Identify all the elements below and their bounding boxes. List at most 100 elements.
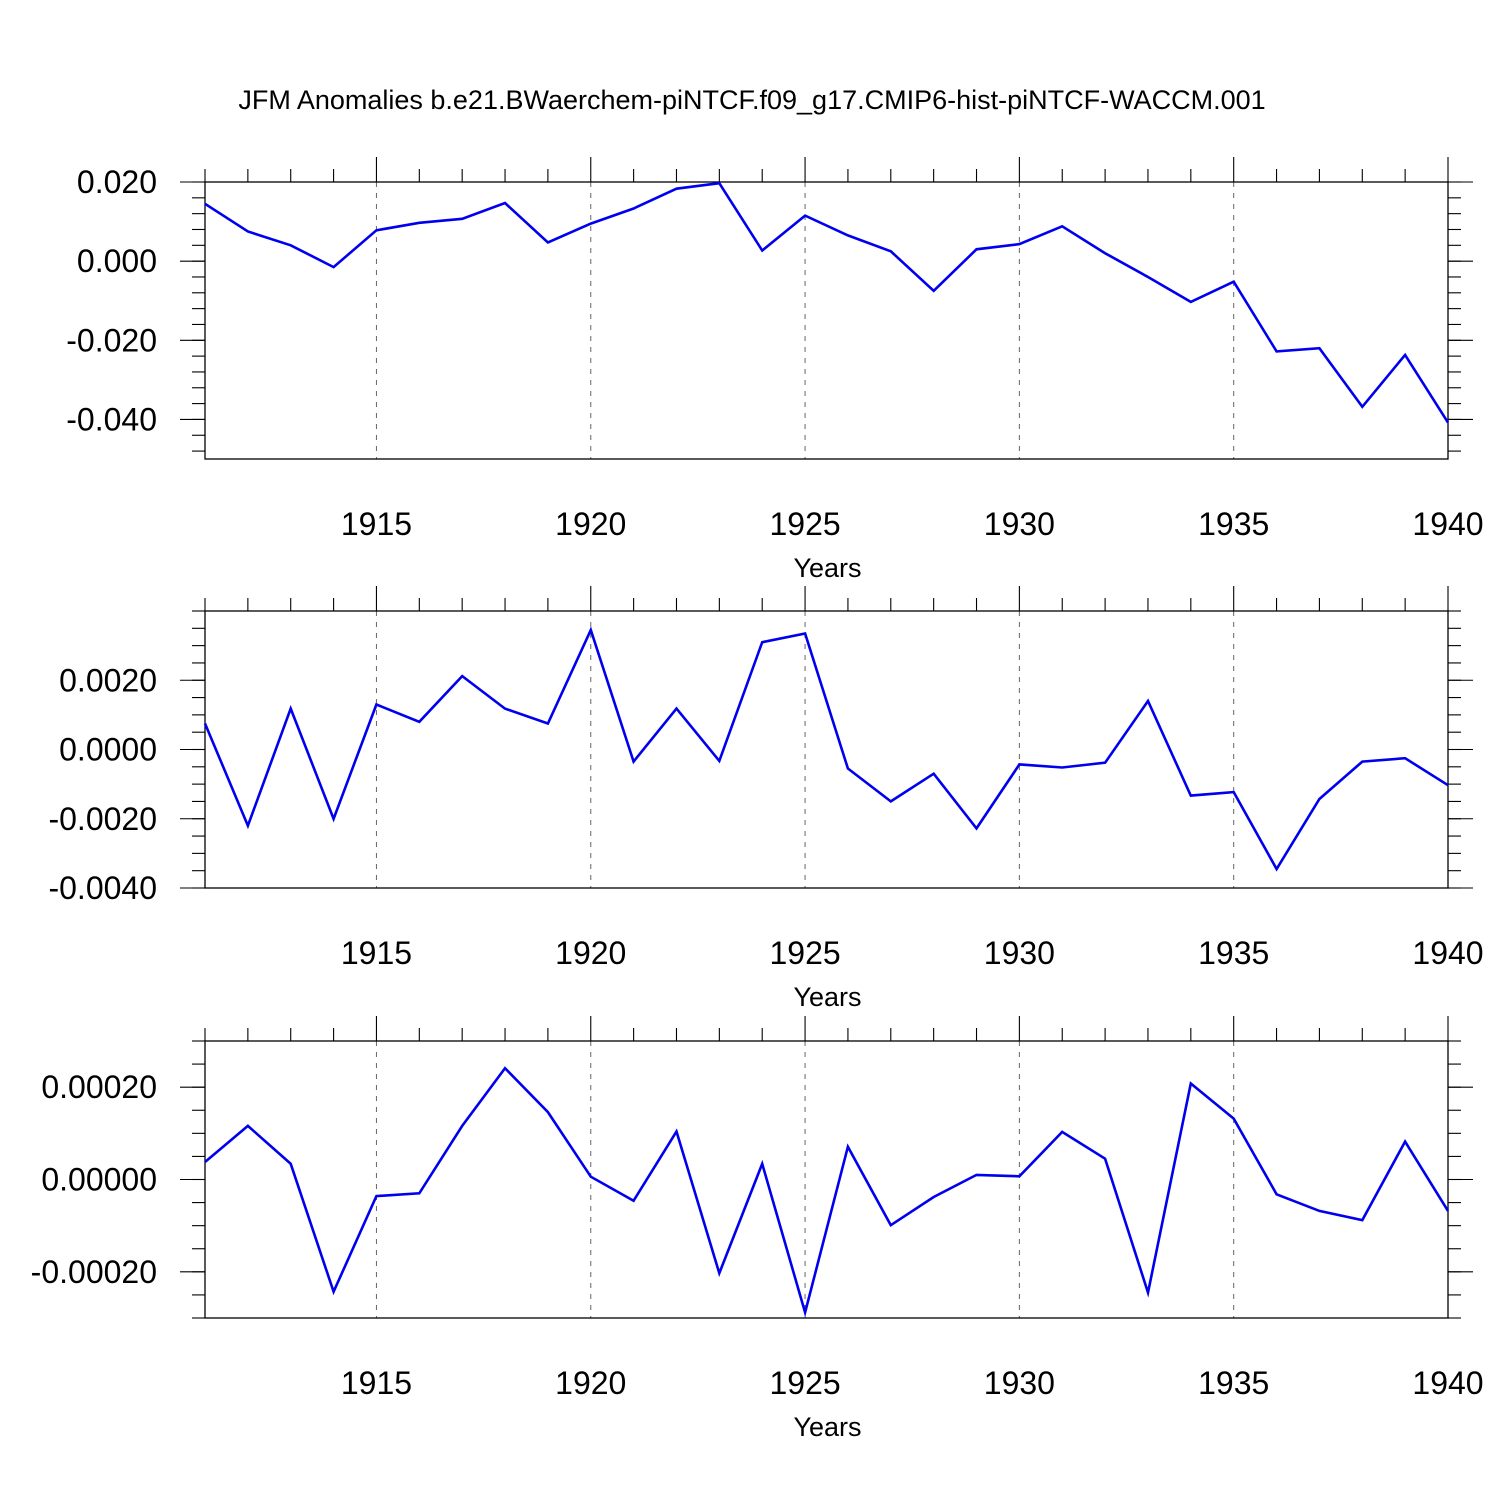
data-series-line: [204, 181, 1450, 424]
data-point: [247, 825, 249, 827]
data-point: [633, 761, 635, 763]
data-point: [847, 768, 849, 770]
data-point: [1104, 1158, 1106, 1160]
data-point: [933, 773, 935, 775]
data-point: [504, 1067, 506, 1069]
data-point: [890, 250, 892, 252]
data-point: [890, 800, 892, 802]
data-point: [761, 641, 763, 643]
data-point: [933, 290, 935, 292]
y-tick-label: -0.0020: [48, 801, 157, 837]
data-point: [718, 182, 720, 184]
x-tick-label: 1930: [984, 935, 1055, 971]
data-point: [1233, 281, 1235, 283]
data-point: [290, 708, 292, 710]
data-point: [1061, 767, 1063, 769]
x-tick-label: 1940: [1412, 1365, 1483, 1401]
x-axis-label: Years: [793, 1412, 861, 1442]
data-point: [333, 1291, 335, 1293]
data-point: [375, 229, 377, 231]
data-point: [1276, 350, 1278, 352]
data-point: [247, 230, 249, 232]
data-point: [504, 708, 506, 710]
x-tick-label: 1935: [1198, 935, 1269, 971]
data-point: [933, 1196, 935, 1198]
x-tick-label: 1920: [555, 935, 626, 971]
y-tick-label: 0.0020: [59, 662, 157, 698]
data-point: [675, 1130, 677, 1132]
data-point: [1190, 301, 1192, 303]
data-point: [547, 242, 549, 244]
y-tick-label: 0.00000: [41, 1162, 157, 1198]
data-point: [1018, 243, 1020, 245]
x-tick-label: 1935: [1198, 1365, 1269, 1401]
data-point: [204, 203, 206, 205]
data-point: [1061, 1131, 1063, 1133]
data-point: [461, 1125, 463, 1127]
chart-title: JFM Anomalies b.e21.BWaerchem-piNTCF.f09…: [238, 85, 1265, 115]
data-point: [1447, 1210, 1449, 1212]
data-point: [1190, 795, 1192, 797]
data-point: [1361, 761, 1363, 763]
data-point: [633, 1200, 635, 1202]
data-point: [890, 1224, 892, 1226]
data-point: [1447, 422, 1449, 424]
x-tick-label: 1915: [341, 935, 412, 971]
data-point: [1276, 1193, 1278, 1195]
data-point: [675, 188, 677, 190]
data-point: [847, 1146, 849, 1148]
x-tick-label: 1935: [1198, 506, 1269, 542]
data-point: [290, 244, 292, 246]
data-series-line: [204, 1066, 1450, 1318]
data-point: [675, 708, 677, 710]
data-point: [1147, 700, 1149, 702]
data-point: [333, 266, 335, 268]
data-point: [761, 249, 763, 251]
data-point: [1318, 347, 1320, 349]
data-series-line: [203, 626, 1449, 872]
data-point: [375, 1195, 377, 1197]
data-point: [504, 202, 506, 204]
x-tick-label: 1920: [555, 506, 626, 542]
data-point: [1404, 1141, 1406, 1143]
data-point: [290, 1163, 292, 1165]
data-point: [718, 760, 720, 762]
data-point: [547, 1111, 549, 1113]
y-tick-label: -0.0040: [48, 870, 157, 906]
x-tick-label: 1930: [984, 506, 1055, 542]
data-point: [461, 675, 463, 677]
data-point: [418, 1192, 420, 1194]
data-point: [1147, 276, 1149, 278]
y-axis-label: CAArch Ice Volume 1013 m3: [17, 156, 47, 484]
x-tick-label: 1925: [769, 1365, 840, 1401]
x-tick-label: 1915: [341, 506, 412, 542]
y-tick-label: -0.020: [66, 322, 157, 358]
data-point: [590, 1176, 592, 1178]
data-point: [1404, 354, 1406, 356]
panel-1: 0.020 0.000 -0.020 -0.040 1915 1920 1925 1930 19…: [17, 156, 1484, 583]
x-tick-label: 1940: [1412, 935, 1483, 971]
x-tick-label: 1920: [555, 1365, 626, 1401]
data-point: [1018, 1175, 1020, 1177]
x-tick-label: 1940: [1412, 506, 1483, 542]
y-tick-label: -0.040: [66, 401, 157, 437]
data-point: [1318, 798, 1320, 800]
plot-frame: [204, 1040, 1449, 1319]
data-point: [418, 721, 420, 723]
data-point: [1318, 1210, 1320, 1212]
x-tick-label: 1915: [341, 1365, 412, 1401]
data-point: [204, 723, 206, 725]
data-point: [1104, 252, 1106, 254]
y-tick-label: -0.00020: [31, 1254, 157, 1290]
data-point: [418, 222, 420, 224]
data-point: [976, 827, 978, 829]
data-point: [761, 1163, 763, 1165]
data-point: [1061, 225, 1063, 227]
data-point: [976, 1174, 978, 1176]
data-point: [1447, 784, 1449, 786]
data-point: [1018, 763, 1020, 765]
panel-3: 0.00020 0.00000 -0.00020 1915 1920 1925 1930 19…: [31, 1016, 1484, 1442]
x-tick-label: 1925: [769, 935, 840, 971]
data-point: [804, 633, 806, 635]
x-tick-label: 1925: [769, 506, 840, 542]
